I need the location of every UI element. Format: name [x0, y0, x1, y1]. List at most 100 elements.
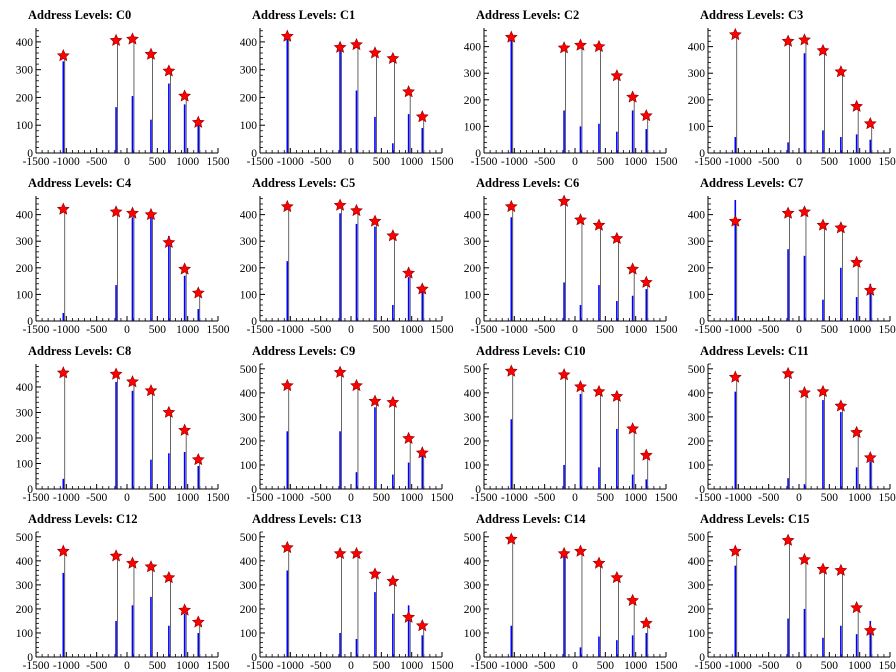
peak-star-marker	[816, 562, 830, 575]
y-tick-label: 400	[16, 37, 34, 49]
x-tick-label: -1500	[23, 324, 50, 336]
x-tick-label: 500	[821, 492, 839, 504]
peak-star-marker	[56, 366, 70, 379]
x-tick-label: -1500	[247, 156, 274, 168]
chart-title: Address Levels: C12	[28, 512, 138, 526]
x-tick-label: -1500	[695, 324, 722, 336]
x-tick-label: -500	[86, 492, 107, 504]
x-tick-label: -1500	[471, 492, 498, 504]
x-tick-label: -1500	[471, 660, 498, 672]
peak-star-marker	[350, 546, 363, 560]
panel-c2: Address Levels: C2 0 100 200 300 400 -1500 -100…	[464, 8, 678, 168]
x-tick-label: 0	[796, 156, 802, 168]
chart-title: Address Levels: C10	[476, 344, 586, 358]
peak-star-marker	[144, 47, 158, 60]
peak-star-marker	[191, 286, 205, 299]
x-tick-label: 500	[597, 324, 615, 336]
x-tick-label: 0	[572, 492, 578, 504]
peak-star-marker	[798, 33, 811, 46]
y-tick-label: 200	[16, 433, 34, 445]
y-tick-label: 100	[688, 628, 706, 640]
peak-star-marker	[368, 394, 382, 407]
peak-star-marker	[280, 378, 294, 392]
peak-star-marker	[333, 40, 347, 53]
x-tick-label: 1500	[879, 660, 896, 672]
peak-star-marker	[402, 610, 416, 623]
peak-star-marker	[639, 275, 653, 288]
peak-star-marker	[574, 544, 587, 557]
x-tick-label: 1500	[655, 492, 678, 504]
x-tick-label: -1500	[247, 660, 274, 672]
x-tick-label: 0	[572, 156, 578, 168]
peak-star-marker	[126, 375, 139, 388]
chart-title: Address Levels: C15	[700, 512, 810, 526]
x-tick-label: -500	[534, 660, 555, 672]
peak-star-marker	[781, 34, 795, 47]
x-tick-label: -1000	[277, 156, 304, 168]
y-tick-label: 0	[475, 652, 481, 664]
x-tick-label: 1000	[848, 492, 871, 504]
y-tick-label: 0	[699, 316, 705, 328]
peak-star-marker	[557, 41, 571, 54]
y-tick-label: 400	[464, 42, 482, 54]
peak-star-marker	[162, 235, 176, 249]
y-tick-label: 0	[475, 148, 481, 160]
x-tick-label: 1000	[624, 156, 647, 168]
peak-star-marker	[610, 231, 624, 244]
x-tick-label: 1500	[207, 156, 230, 168]
peak-star-marker	[728, 544, 742, 557]
panel-c7: Address Levels: C7 0 100 200 300 400 -1500 -100…	[688, 176, 896, 336]
x-tick-label: -500	[534, 492, 555, 504]
peak-star-marker	[592, 39, 606, 53]
y-tick-label: 400	[688, 210, 706, 222]
y-tick-label: 100	[464, 460, 482, 472]
y-tick-label: 100	[688, 289, 706, 301]
y-tick-label: 0	[699, 652, 705, 664]
y-tick-label: 100	[240, 460, 258, 472]
peak-star-marker	[386, 395, 400, 408]
y-tick-label: 200	[464, 95, 482, 107]
panel-c1: Address Levels: C1 0 100 200 300 400 -1500 -100…	[240, 8, 454, 168]
x-tick-label: 500	[373, 492, 391, 504]
peak-star-marker	[781, 366, 795, 380]
peak-star-marker	[834, 221, 848, 234]
y-tick-label: 300	[240, 412, 258, 424]
y-tick-label: 500	[240, 532, 258, 544]
peak-star-marker	[816, 384, 830, 398]
peak-star-marker	[816, 218, 830, 231]
y-tick-label: 0	[251, 652, 257, 664]
y-tick-label: 400	[464, 210, 482, 222]
x-tick-label: -1500	[247, 324, 274, 336]
x-tick-label: 1000	[400, 492, 423, 504]
x-tick-label: 1000	[176, 660, 199, 672]
y-tick-label: 200	[688, 436, 706, 448]
x-tick-label: -1500	[23, 660, 50, 672]
y-tick-label: 300	[16, 407, 34, 419]
x-tick-label: -1500	[695, 156, 722, 168]
y-tick-label: 300	[464, 580, 482, 592]
x-tick-label: -500	[86, 324, 107, 336]
x-tick-label: 0	[572, 660, 578, 672]
peak-star-marker	[162, 570, 176, 584]
x-tick-label: -1000	[725, 156, 752, 168]
x-tick-label: 1500	[431, 660, 454, 672]
y-tick-label: 100	[16, 289, 34, 301]
x-tick-label: -500	[310, 660, 331, 672]
y-tick-label: 300	[688, 412, 706, 424]
peak-star-marker	[639, 448, 653, 461]
peak-star-marker	[639, 616, 653, 629]
y-tick-label: 0	[27, 316, 33, 328]
x-tick-label: 500	[149, 492, 167, 504]
y-tick-label: 300	[16, 580, 34, 592]
x-tick-label: -1000	[277, 660, 304, 672]
x-tick-label: 0	[796, 660, 802, 672]
peak-star-marker	[178, 603, 192, 616]
peak-star-marker	[415, 110, 429, 123]
x-tick-label: -1000	[277, 324, 304, 336]
x-tick-label: 0	[124, 324, 130, 336]
y-tick-label: 300	[688, 580, 706, 592]
x-tick-label: -500	[758, 660, 779, 672]
panel-c6: Address Levels: C6 0 100 200 300 400 -1500 -100…	[464, 176, 678, 336]
peak-star-marker	[350, 378, 363, 392]
